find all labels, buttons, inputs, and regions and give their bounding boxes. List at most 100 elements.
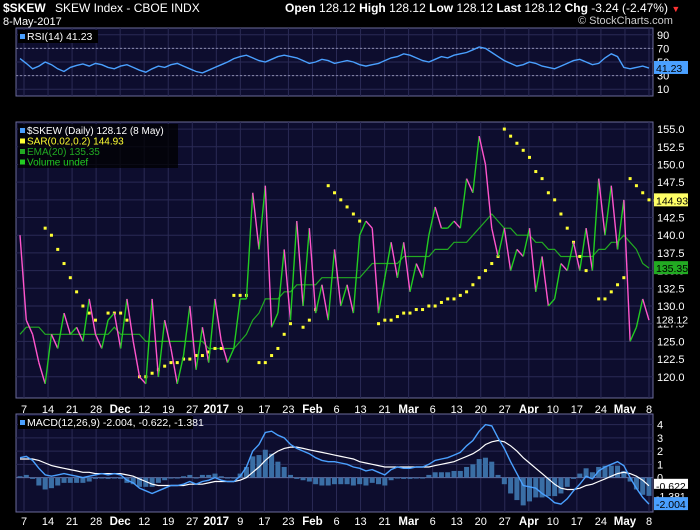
sar-last-value-bg bbox=[654, 193, 688, 207]
sar-dot bbox=[540, 177, 544, 181]
sar-dot bbox=[257, 361, 261, 365]
x-axis-label: May bbox=[614, 516, 637, 528]
rsi-line bbox=[19, 46, 650, 74]
sar-dot bbox=[527, 155, 531, 159]
sar-dot bbox=[200, 354, 204, 358]
x-axis-label: 8 bbox=[646, 516, 652, 528]
macd-histogram-bar bbox=[168, 477, 174, 479]
x-axis-label: 13 bbox=[451, 516, 463, 528]
macd-histogram-bar bbox=[61, 477, 67, 483]
macd-line bbox=[19, 423, 650, 505]
price-segment bbox=[509, 249, 518, 271]
sar-dot bbox=[546, 191, 550, 195]
ema-last-value-bg bbox=[654, 261, 688, 275]
macd-histogram-bar bbox=[501, 477, 507, 485]
sar-dot bbox=[75, 290, 79, 294]
x-axis-label: 24 bbox=[595, 516, 607, 528]
sar-dot bbox=[634, 184, 638, 188]
x-axis-label: 13 bbox=[354, 404, 366, 416]
ema-last-value: 135.35 bbox=[656, 263, 688, 275]
x-axis-label: 20 bbox=[475, 404, 487, 416]
macd-histogram-bar bbox=[495, 474, 501, 478]
price-segment bbox=[434, 206, 443, 229]
sar-dot bbox=[307, 318, 311, 322]
x-axis-label: 10 bbox=[547, 516, 559, 528]
macd-histogram-bar bbox=[401, 477, 407, 479]
macd-histogram-bar bbox=[558, 477, 564, 494]
macd-histogram-bar bbox=[344, 477, 350, 485]
ema-line bbox=[19, 213, 650, 350]
sar-dot bbox=[483, 269, 487, 273]
price-segment bbox=[522, 228, 531, 257]
last-value: 128.12 bbox=[524, 1, 562, 15]
macd-signal-line bbox=[20, 439, 650, 491]
price-segment bbox=[340, 284, 348, 307]
x-axis-label: 9 bbox=[237, 404, 243, 416]
price-segment bbox=[428, 206, 436, 236]
macd-histogram-bar bbox=[376, 477, 382, 485]
macd-histogram-bar bbox=[382, 477, 388, 486]
price-legend-swatch bbox=[20, 128, 25, 133]
price-segment bbox=[69, 326, 78, 335]
macd-histogram-bar bbox=[67, 477, 73, 483]
macd-histogram-bar bbox=[413, 477, 419, 479]
sar-dot bbox=[641, 191, 645, 195]
price-segment bbox=[57, 312, 65, 349]
price-segment bbox=[107, 312, 115, 321]
macd-histogram-bar bbox=[80, 477, 86, 483]
price-segment bbox=[409, 263, 417, 292]
macd-histogram-bar bbox=[193, 477, 199, 479]
price-segment bbox=[270, 312, 279, 328]
macd-histogram-bar bbox=[130, 477, 136, 485]
x-axis-label: 6 bbox=[333, 404, 339, 416]
macd-histogram-bar bbox=[432, 472, 438, 478]
macd-histogram-bar bbox=[589, 472, 595, 478]
sar-dot bbox=[421, 308, 425, 312]
macd-histogram-bar bbox=[369, 477, 375, 483]
price-last-value-bg bbox=[654, 312, 688, 326]
sar-dot bbox=[56, 247, 60, 251]
sar-dot bbox=[477, 276, 481, 280]
price-segment bbox=[352, 235, 361, 314]
price-segment bbox=[214, 298, 222, 342]
macd-histogram-bar bbox=[577, 473, 583, 478]
macd-tick-label: 1 bbox=[657, 459, 663, 471]
price-segment bbox=[113, 312, 122, 349]
price-segment bbox=[132, 341, 141, 377]
price-segment bbox=[604, 185, 612, 236]
price-tick-label: 142.5 bbox=[657, 213, 685, 225]
sar-dot bbox=[263, 361, 267, 365]
sar-dot bbox=[490, 262, 494, 266]
sar-dot bbox=[433, 304, 437, 308]
price-last-value: 128.12 bbox=[656, 314, 688, 326]
macd-histogram-bar bbox=[86, 477, 92, 482]
price-segment bbox=[447, 220, 455, 229]
price-segment bbox=[226, 348, 235, 363]
x-axis-label: 20 bbox=[475, 516, 487, 528]
sar-dot bbox=[389, 318, 393, 322]
price-segment bbox=[201, 327, 210, 363]
price-segment bbox=[371, 228, 380, 314]
macd-histogram-bar bbox=[281, 466, 287, 478]
macd-histogram-bar bbox=[571, 477, 577, 479]
price-segment bbox=[157, 320, 166, 377]
price-segment bbox=[585, 228, 594, 271]
x-axis-label: Mar bbox=[398, 516, 419, 528]
macd-histogram-bar bbox=[231, 477, 237, 479]
open-value: 128.12 bbox=[319, 1, 356, 15]
price-tick-label: 147.5 bbox=[657, 177, 685, 189]
macd-histogram-bar bbox=[92, 477, 98, 479]
macd-histogram-bar bbox=[269, 453, 275, 478]
sar-dot bbox=[377, 322, 381, 326]
macd-histogram-bar bbox=[300, 477, 306, 481]
macd-histogram-bar bbox=[181, 476, 187, 478]
x-axis-label: Apr bbox=[519, 404, 539, 416]
sar-dot bbox=[326, 184, 330, 188]
x-axis-label: 13 bbox=[354, 516, 366, 528]
sar-dot bbox=[427, 304, 431, 308]
x-axis-label: May bbox=[614, 404, 637, 416]
macd-last-value-bg bbox=[654, 497, 688, 511]
sar-dot bbox=[163, 364, 167, 368]
sar-dot bbox=[603, 297, 607, 301]
macd-histogram-bar bbox=[99, 477, 105, 479]
